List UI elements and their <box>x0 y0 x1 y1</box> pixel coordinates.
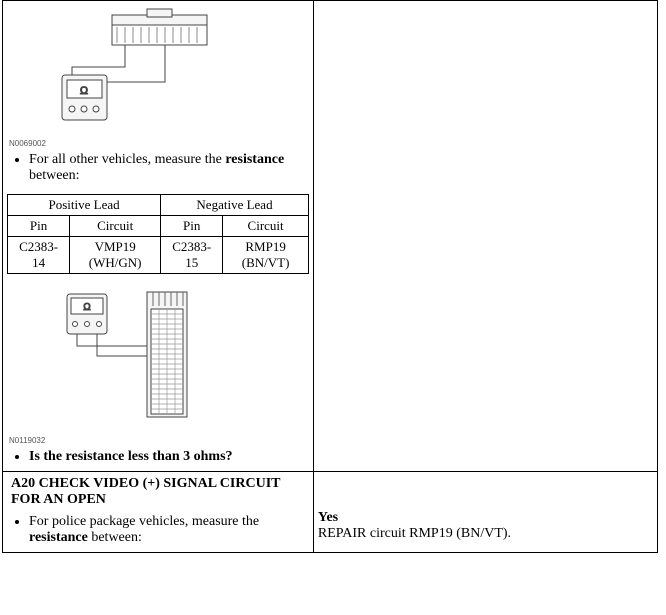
instruction-list-3: For police package vehicles, measure the… <box>29 514 309 546</box>
text-pre: For all other vehicles, measure the <box>29 152 225 167</box>
step-a20-left-cell: A20 CHECK VIDEO (+) SIGNAL CIRCUIT FOR A… <box>3 472 314 553</box>
pos-circuit-header: Circuit <box>70 216 161 237</box>
neg-circuit-cell: RMP19 (BN/VT) <box>223 237 309 274</box>
instruction-list-1: For all other vehicles, measure the resi… <box>29 152 309 184</box>
diagnostic-table: Ω N0069002 For all other vehicles, measu… <box>2 0 658 553</box>
measure-instruction-1: For all other vehicles, measure the resi… <box>29 152 309 184</box>
question-text: Is the resistance less than 3 ohms? <box>29 449 233 464</box>
pos-circuit-cell: VMP19 (WH/GN) <box>70 237 161 274</box>
step-a19-right-cell <box>313 1 657 472</box>
step-a20-heading: A20 CHECK VIDEO (+) SIGNAL CIRCUIT FOR A… <box>7 474 309 510</box>
measure-instruction-2: For police package vehicles, measure the… <box>29 514 309 546</box>
text-post-2: between: <box>88 530 142 545</box>
ohm-symbol-2: Ω <box>83 302 91 313</box>
figure-2-label: N0119032 <box>9 436 309 445</box>
neg-pin-header: Pin <box>161 216 223 237</box>
lead-table: Positive Lead Negative Lead Pin Circuit … <box>7 194 309 274</box>
question-bullet: Is the resistance less than 3 ohms? <box>29 449 309 465</box>
step-a19-row: Ω N0069002 For all other vehicles, measu… <box>3 1 658 472</box>
instruction-list-2: Is the resistance less than 3 ohms? <box>29 449 309 465</box>
step-a19-left-cell: Ω N0069002 For all other vehicles, measu… <box>3 1 314 472</box>
step-a20-row: A20 CHECK VIDEO (+) SIGNAL CIRCUIT FOR A… <box>3 472 658 553</box>
connector-ohmmeter-figure-2: Ω <box>17 284 217 434</box>
pos-pin-header: Pin <box>8 216 70 237</box>
text-post: between: <box>29 168 80 183</box>
ohm-symbol: Ω <box>80 85 88 97</box>
text-bold-2: resistance <box>29 530 88 545</box>
neg-lead-header: Negative Lead <box>161 195 309 216</box>
step-a20-right-cell: Yes REPAIR circuit RMP19 (BN/VT). <box>313 472 657 553</box>
figure-1-label: N0069002 <box>9 139 309 148</box>
text-bold: resistance <box>225 152 284 167</box>
neg-circuit-header: Circuit <box>223 216 309 237</box>
neg-pin-cell: C2383-15 <box>161 237 223 274</box>
lead-header-row: Positive Lead Negative Lead <box>8 195 309 216</box>
lead-subheader-row: Pin Circuit Pin Circuit <box>8 216 309 237</box>
lead-data-row: C2383-14 VMP19 (WH/GN) C2383-15 RMP19 (B… <box>8 237 309 274</box>
connector-ohmmeter-figure-1: Ω <box>17 7 217 137</box>
text-pre-2: For police package vehicles, measure the <box>29 514 259 529</box>
pos-pin-cell: C2383-14 <box>8 237 70 274</box>
result-action: REPAIR circuit RMP19 (BN/VT). <box>318 526 653 542</box>
pos-lead-header: Positive Lead <box>8 195 161 216</box>
result-yes: Yes <box>318 510 653 526</box>
